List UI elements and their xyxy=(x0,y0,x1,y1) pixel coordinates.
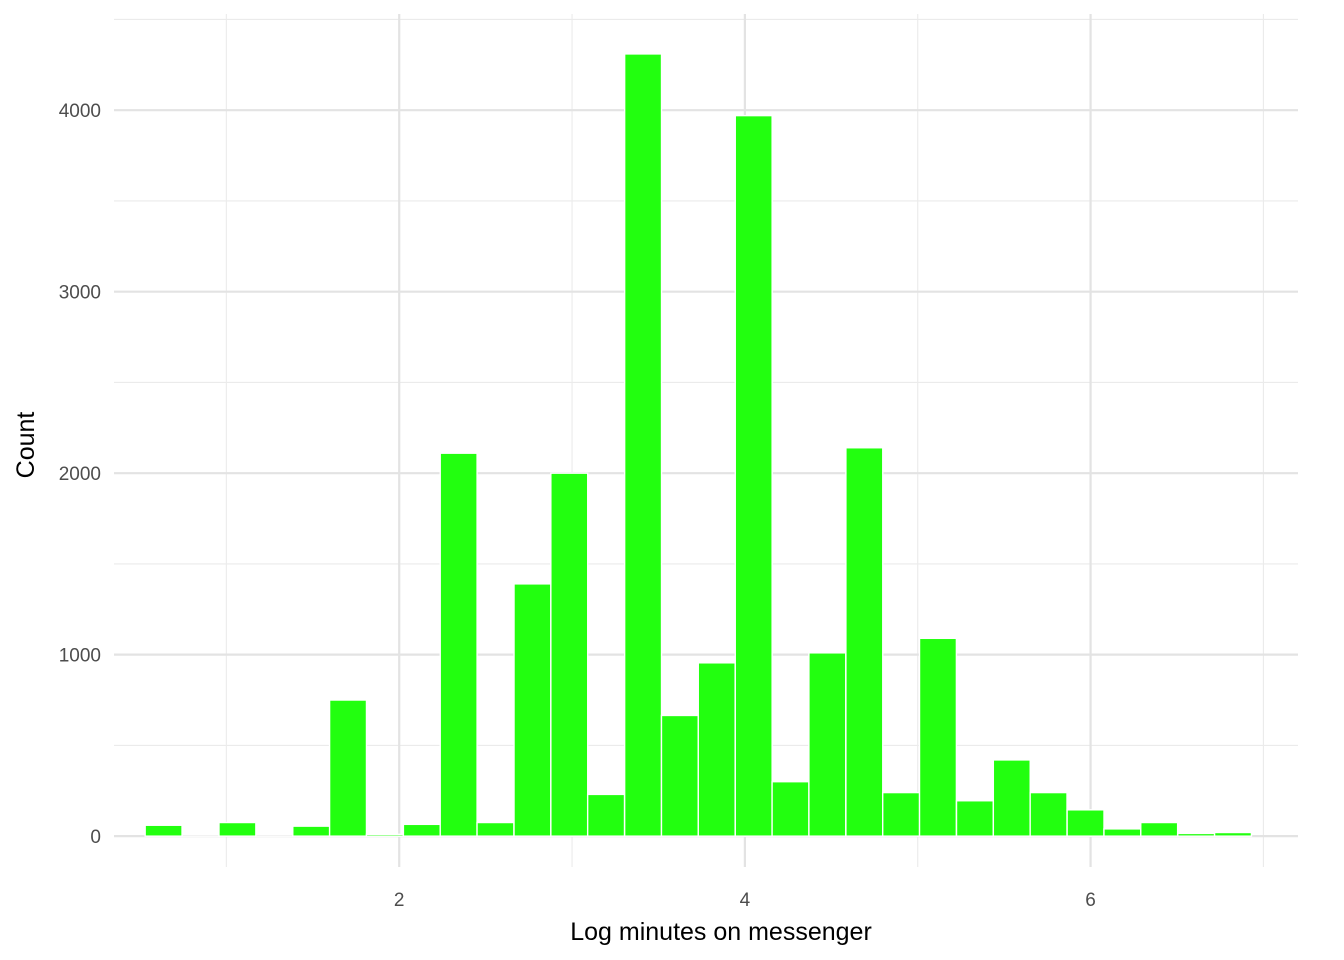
histogram-bar xyxy=(918,637,958,837)
histogram-bar xyxy=(1213,831,1253,837)
x-tick-label: 6 xyxy=(1085,890,1096,911)
minor-gridlines xyxy=(114,14,1298,867)
histogram-bar xyxy=(439,452,478,837)
histogram-bar xyxy=(808,652,847,837)
histogram-bar xyxy=(1140,821,1179,837)
histogram-bar xyxy=(992,759,1031,837)
histogram-bar xyxy=(586,793,626,837)
histogram-bar xyxy=(1066,809,1105,837)
y-axis-title: Count xyxy=(12,412,40,479)
histogram-bar xyxy=(292,825,331,837)
histogram-bar xyxy=(845,447,884,837)
x-tick-label: 4 xyxy=(740,890,751,911)
histogram-bar xyxy=(882,791,921,837)
histogram-bar xyxy=(1103,828,1142,837)
bars xyxy=(144,53,1253,837)
histogram-bar xyxy=(1029,791,1068,837)
histogram-bar xyxy=(1177,832,1216,837)
histogram-bar xyxy=(955,800,995,837)
y-tick-label: 2000 xyxy=(59,464,101,485)
histogram-bar xyxy=(623,53,663,837)
histogram-bar xyxy=(697,662,736,837)
x-axis-tick-labels: 2 4 6 xyxy=(394,890,1096,911)
histogram-bar xyxy=(144,824,183,837)
x-tick-label: 2 xyxy=(394,890,405,911)
y-tick-label: 1000 xyxy=(59,646,101,667)
histogram-bar xyxy=(218,821,257,837)
y-tick-label: 3000 xyxy=(59,283,101,304)
histogram-bar xyxy=(660,714,700,837)
y-axis-tick-labels: 0 1000 2000 3000 4000 xyxy=(59,101,101,848)
histogram-bar xyxy=(402,823,441,837)
histogram-bar xyxy=(513,583,552,837)
y-tick-label: 4000 xyxy=(59,101,101,122)
histogram-bar xyxy=(734,114,773,837)
histogram-bar xyxy=(365,833,404,837)
histogram-bar xyxy=(328,699,368,837)
histogram-bar xyxy=(771,781,810,837)
x-axis-title: Log minutes on messenger xyxy=(570,918,872,946)
histogram-bar xyxy=(476,821,515,837)
histogram-bar xyxy=(550,472,589,837)
y-tick-label: 0 xyxy=(90,827,101,848)
